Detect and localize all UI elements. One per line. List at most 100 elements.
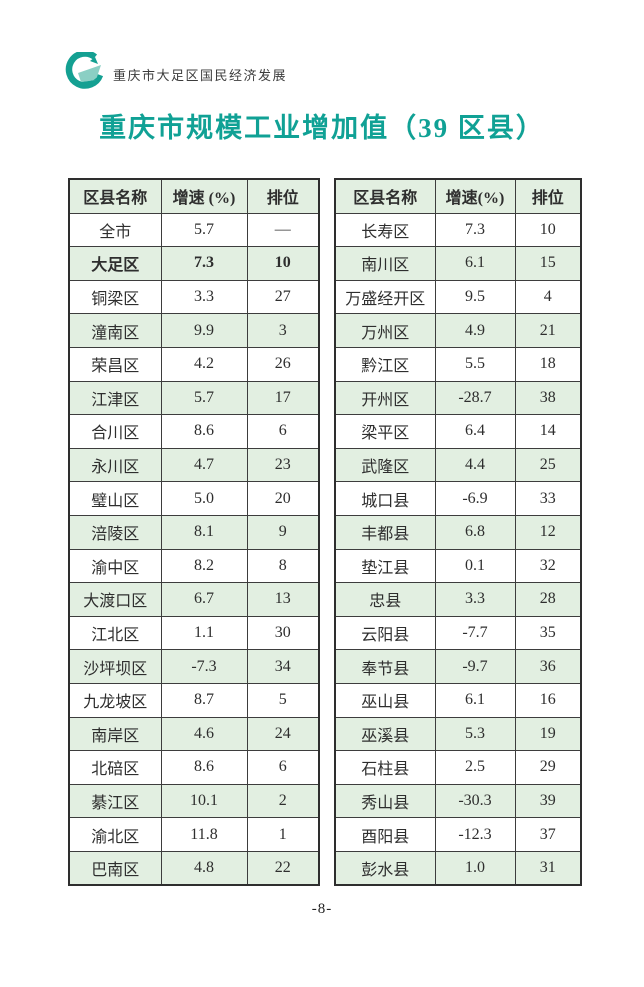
district-name-cell: 渝中区: [68, 548, 162, 584]
growth-rate-cell: 8.1: [160, 514, 248, 550]
district-name-cell: 渝北区: [68, 817, 162, 852]
table-row: 沙坪坝区 -7.3 34: [68, 649, 320, 684]
rank-cell: 24: [246, 716, 320, 752]
district-name-cell: 荣昌区: [68, 346, 162, 382]
growth-rate-cell: 8.6: [160, 750, 248, 785]
district-name-cell: 巴南区: [68, 850, 162, 886]
district-name-cell: 酉阳县: [334, 817, 436, 852]
growth-rate-cell: 8.2: [160, 548, 248, 584]
table-row: 开州区 -28.7 38: [334, 380, 582, 416]
district-name-cell: 潼南区: [68, 313, 162, 348]
district-name-cell: 石柱县: [334, 750, 436, 785]
header-district-name: 区县名称: [68, 178, 162, 214]
table-row: 合川区 8.6 6: [68, 414, 320, 449]
rank-cell: —: [246, 212, 320, 248]
growth-rate-cell: 6.8: [434, 514, 516, 550]
rank-cell: 6: [246, 750, 320, 785]
rank-cell: 22: [246, 850, 320, 886]
table-row: 丰都县 6.8 12: [334, 514, 582, 550]
growth-rate-cell: 4.6: [160, 716, 248, 752]
rank-cell: 36: [514, 649, 582, 684]
growth-rate-cell: 9.9: [160, 313, 248, 348]
header-district-name: 区县名称: [334, 178, 436, 214]
table-row: 九龙坡区 8.7 5: [68, 682, 320, 718]
rank-cell: 34: [246, 649, 320, 684]
growth-rate-cell: 6.4: [434, 414, 516, 449]
rank-cell: 32: [514, 548, 582, 584]
growth-rate-cell: 2.5: [434, 750, 516, 785]
table-row: 江津区 5.7 17: [68, 380, 320, 416]
growth-rate-cell: 9.5: [434, 279, 516, 315]
growth-rate-cell: 0.1: [434, 548, 516, 584]
district-name-cell: 忠县: [334, 582, 436, 617]
district-name-cell: 江北区: [68, 615, 162, 651]
rank-cell: 28: [514, 582, 582, 617]
rank-cell: 3: [246, 313, 320, 348]
district-name-cell: 璧山区: [68, 481, 162, 516]
growth-rate-cell: 5.0: [160, 481, 248, 516]
growth-rate-cell: 1.0: [434, 850, 516, 886]
rank-cell: 18: [514, 346, 582, 382]
rank-cell: 12: [514, 514, 582, 550]
growth-rate-cell: 5.7: [160, 212, 248, 248]
table-header-row: 区县名称 增速(%) 排位: [334, 178, 582, 214]
table-row: 万盛经开区 9.5 4: [334, 279, 582, 315]
rank-cell: 13: [246, 582, 320, 617]
rank-cell: 33: [514, 481, 582, 516]
district-name-cell: 北碚区: [68, 750, 162, 785]
table-row: 武隆区 4.4 25: [334, 447, 582, 483]
rank-cell: 27: [246, 279, 320, 315]
table-row: 北碚区 8.6 6: [68, 750, 320, 785]
rank-cell: 29: [514, 750, 582, 785]
table-row: 綦江区 10.1 2: [68, 783, 320, 819]
table-row: 奉节县 -9.7 36: [334, 649, 582, 684]
right-table: 区县名称 增速(%) 排位 长寿区 7.3 10 南川区 6.1 15 万盛经开区 9.5 4 万…: [334, 178, 582, 887]
table-row: 大足区 7.3 10: [68, 246, 320, 281]
district-name-cell: 垫江县: [334, 548, 436, 584]
brand-logo-icon: [60, 52, 104, 92]
growth-rate-cell: 5.7: [160, 380, 248, 416]
district-name-cell: 大足区: [68, 246, 162, 281]
table-row: 全市 5.7—: [68, 212, 320, 248]
brand-header: 重庆市大足区国民经济发展: [60, 52, 287, 92]
rank-cell: 26: [246, 346, 320, 382]
growth-rate-cell: 6.7: [160, 582, 248, 617]
table-row: 云阳县 -7.7 35: [334, 615, 582, 651]
growth-rate-cell: 1.1: [160, 615, 248, 651]
growth-rate-cell: 5.3: [434, 716, 516, 752]
district-name-cell: 巫山县: [334, 682, 436, 718]
rank-cell: 16: [514, 682, 582, 718]
district-name-cell: 黔江区: [334, 346, 436, 382]
page-number: -8-: [311, 901, 333, 917]
growth-rate-cell: 10.1: [160, 783, 248, 819]
district-name-cell: 开州区: [334, 380, 436, 416]
district-name-cell: 江津区: [68, 380, 162, 416]
rank-cell: 30: [246, 615, 320, 651]
table-row: 巫溪县 5.3 19: [334, 716, 582, 752]
growth-rate-cell: 7.3: [434, 212, 516, 248]
rank-cell: 19: [514, 716, 582, 752]
header-growth-rate: 增速 (%): [160, 178, 248, 214]
tables-wrap: 区县名称 增速 (%) 排位 全市 5.7— 大足区 7.3 10 铜梁区 3.3 27 潼南区…: [68, 178, 582, 887]
table-row: 大渡口区 6.7 13: [68, 582, 320, 617]
growth-rate-cell: 4.4: [434, 447, 516, 483]
district-name-cell: 南岸区: [68, 716, 162, 752]
district-name-cell: 长寿区: [334, 212, 436, 248]
table-row: 黔江区 5.5 18: [334, 346, 582, 382]
header-rank: 排位: [246, 178, 320, 214]
growth-rate-cell: -28.7: [434, 380, 516, 416]
growth-rate-cell: 4.8: [160, 850, 248, 886]
table-row: 城口县 -6.9 33: [334, 481, 582, 516]
table-row: 南川区 6.1 15: [334, 246, 582, 281]
table-row: 石柱县 2.5 29: [334, 750, 582, 785]
table-row: 璧山区 5.0 20: [68, 481, 320, 516]
district-name-cell: 全市: [68, 212, 162, 248]
rank-cell: 21: [514, 313, 582, 348]
growth-rate-cell: 8.6: [160, 414, 248, 449]
table-row: 忠县 3.3 28: [334, 582, 582, 617]
growth-rate-cell: 4.2: [160, 346, 248, 382]
district-name-cell: 合川区: [68, 414, 162, 449]
growth-rate-cell: 4.7: [160, 447, 248, 483]
growth-rate-cell: -7.7: [434, 615, 516, 651]
rank-cell: 14: [514, 414, 582, 449]
